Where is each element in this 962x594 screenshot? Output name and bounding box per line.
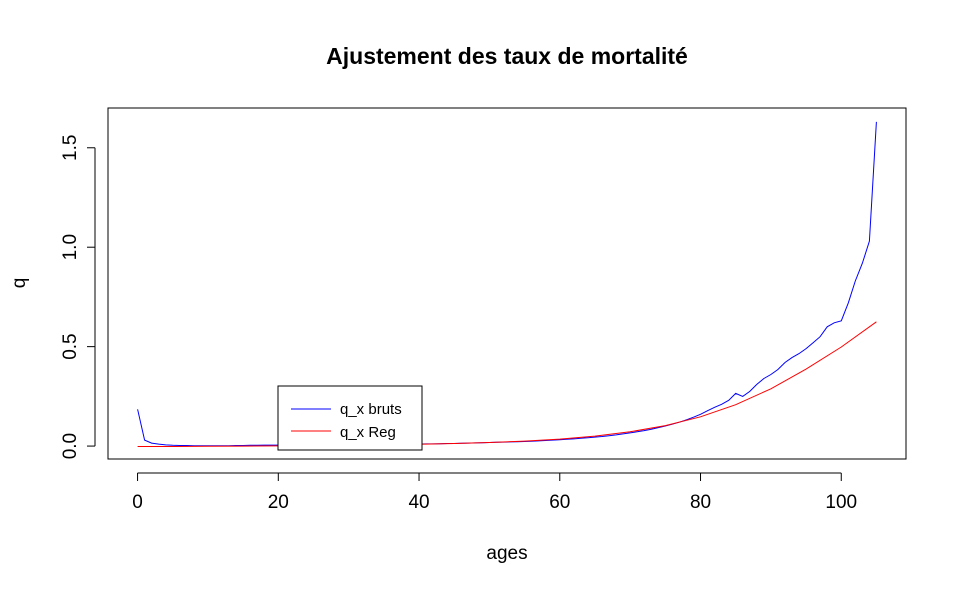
y-tick-label: 1.5 <box>60 135 81 161</box>
series-line-bruts <box>137 121 877 447</box>
plot-frame <box>107 107 907 460</box>
chart-title: Ajustement des taux de mortalité <box>326 43 688 69</box>
y-tick-label: 1.0 <box>60 234 81 260</box>
series-layer <box>137 121 877 447</box>
x-tick-label: 0 <box>132 492 143 513</box>
x-axis-label: ages <box>486 543 527 564</box>
y-axis: 0.0 0.5 1.0 1.5 <box>60 135 96 459</box>
x-tick-label: 20 <box>268 492 289 513</box>
series-line-reg <box>137 321 877 447</box>
x-axis: 0 20 40 60 80 100 <box>132 472 857 513</box>
legend-label-bruts: q_x bruts <box>340 401 402 418</box>
x-tick-label: 60 <box>549 492 570 513</box>
y-tick-label: 0.5 <box>60 333 81 359</box>
x-tick-label: 100 <box>825 492 857 513</box>
y-tick-label: 0.0 <box>60 433 81 459</box>
x-tick-label: 40 <box>408 492 429 513</box>
legend: q_x bruts q_x Reg <box>277 385 423 451</box>
x-tick-label: 80 <box>690 492 711 513</box>
y-axis-label: q <box>9 278 30 289</box>
legend-label-reg: q_x Reg <box>340 424 396 441</box>
legend-box <box>277 385 423 451</box>
